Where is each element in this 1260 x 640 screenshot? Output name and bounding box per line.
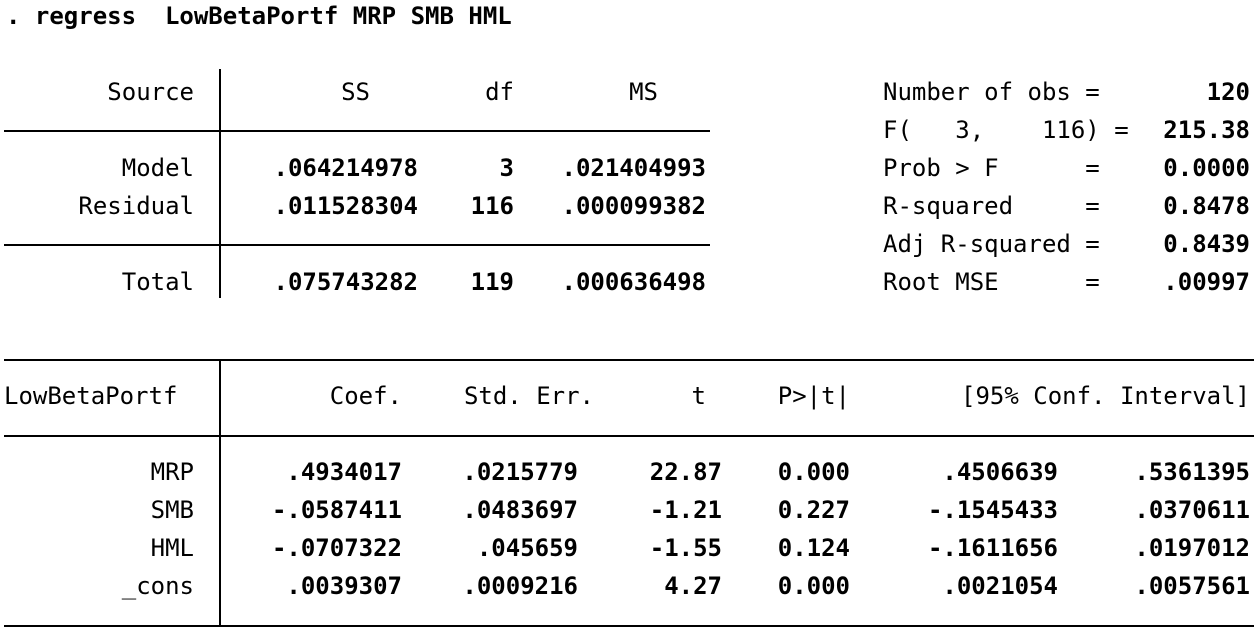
stat-label-adjr2: Adj R-squared = [883, 230, 1100, 258]
coef-row-smb-t: -1.21 [649, 496, 722, 524]
coef-row-hml-ci-low: -.1611656 [927, 534, 1058, 562]
coef-row-hml-ci-high: .0197012 [1134, 534, 1250, 562]
anova-header-source: Source [107, 78, 194, 106]
stat-label-f: F( 3, 116) = [883, 116, 1129, 144]
stat-value-r2: 0.8478 [1163, 192, 1250, 220]
anova-row-residual-ms: .000099382 [561, 192, 707, 220]
anova-header-df: df [485, 78, 514, 106]
anova-row-residual-ss: .011528304 [273, 192, 419, 220]
coef-row-smb-coef: -.0587411 [271, 496, 402, 524]
coef-row-hml-p: 0.124 [777, 534, 850, 562]
coef-row-cons-t: 4.27 [664, 572, 722, 600]
anova-header-rule [4, 130, 710, 132]
anova-header-ms: MS [629, 78, 658, 106]
anova-row-residual-df: 116 [470, 192, 514, 220]
coef-row-mrp-name: MRP [150, 458, 194, 486]
coef-row-smb-se: .0483697 [462, 496, 578, 524]
coef-header-depvar: LowBetaPortf [4, 382, 178, 410]
stat-label-probf: Prob > F = [883, 154, 1100, 182]
coef-header-rule [4, 435, 1254, 437]
coef-row-mrp-se: .0215779 [462, 458, 578, 486]
coef-row-mrp-ci-low: .4506639 [942, 458, 1058, 486]
anova-row-model-ms: .021404993 [561, 154, 707, 182]
coef-row-smb-name: SMB [150, 496, 194, 524]
stat-label-rmse: Root MSE = [883, 268, 1100, 296]
coef-row-mrp-ci-high: .5361395 [1134, 458, 1250, 486]
anova-row-model-ss: .064214978 [273, 154, 419, 182]
coef-row-cons-name: _cons [121, 572, 194, 600]
coef-row-hml-se: .045659 [476, 534, 578, 562]
coef-row-cons-se: .0009216 [462, 572, 578, 600]
coef-row-smb-ci-high: .0370611 [1134, 496, 1250, 524]
coef-row-cons-ci-low: .0021054 [942, 572, 1058, 600]
coef-row-mrp-p: 0.000 [777, 458, 850, 486]
anova-row-total-label: Total [121, 268, 194, 296]
coef-vertical-divider [219, 359, 221, 627]
coef-top-rule [4, 359, 1254, 361]
coef-row-cons-ci-high: .0057561 [1134, 572, 1250, 600]
command-line: . regress LowBetaPortf MRP SMB HML [6, 2, 512, 30]
stat-value-probf: 0.0000 [1163, 154, 1250, 182]
anova-row-total-df: 119 [470, 268, 514, 296]
coef-header-se: Std. Err. [463, 382, 594, 410]
coef-row-cons-p: 0.000 [777, 572, 850, 600]
anova-row-total-ss: .075743282 [273, 268, 419, 296]
coef-row-smb-p: 0.227 [777, 496, 850, 524]
coef-header-coef: Coef. [329, 382, 402, 410]
coef-header-ci: [95% Conf. Interval] [961, 382, 1250, 410]
anova-header-ss: SS [341, 78, 370, 106]
anova-row-model-df: 3 [499, 154, 514, 182]
coef-row-hml-t: -1.55 [649, 534, 722, 562]
stat-label-r2: R-squared = [883, 192, 1100, 220]
stat-value-nobs: 120 [1206, 78, 1250, 106]
stat-value-adjr2: 0.8439 [1163, 230, 1250, 258]
coef-header-t: t [691, 382, 706, 410]
coef-row-hml-coef: -.0707322 [271, 534, 402, 562]
coef-bottom-rule [4, 625, 1254, 627]
anova-vertical-divider [219, 69, 221, 298]
coef-row-mrp-coef: .4934017 [286, 458, 402, 486]
coef-row-mrp-t: 22.87 [649, 458, 722, 486]
stat-value-f: 215.38 [1163, 116, 1250, 144]
stat-label-nobs: Number of obs = [883, 78, 1100, 106]
anova-row-model-label: Model [121, 154, 194, 182]
coef-header-p: P>|t| [777, 382, 850, 410]
anova-total-rule [4, 244, 710, 246]
coef-row-smb-ci-low: -.1545433 [927, 496, 1058, 524]
anova-row-residual-label: Residual [78, 192, 194, 220]
coef-row-cons-coef: .0039307 [286, 572, 402, 600]
stat-value-rmse: .00997 [1163, 268, 1250, 296]
coef-row-hml-name: HML [150, 534, 194, 562]
anova-row-total-ms: .000636498 [561, 268, 707, 296]
